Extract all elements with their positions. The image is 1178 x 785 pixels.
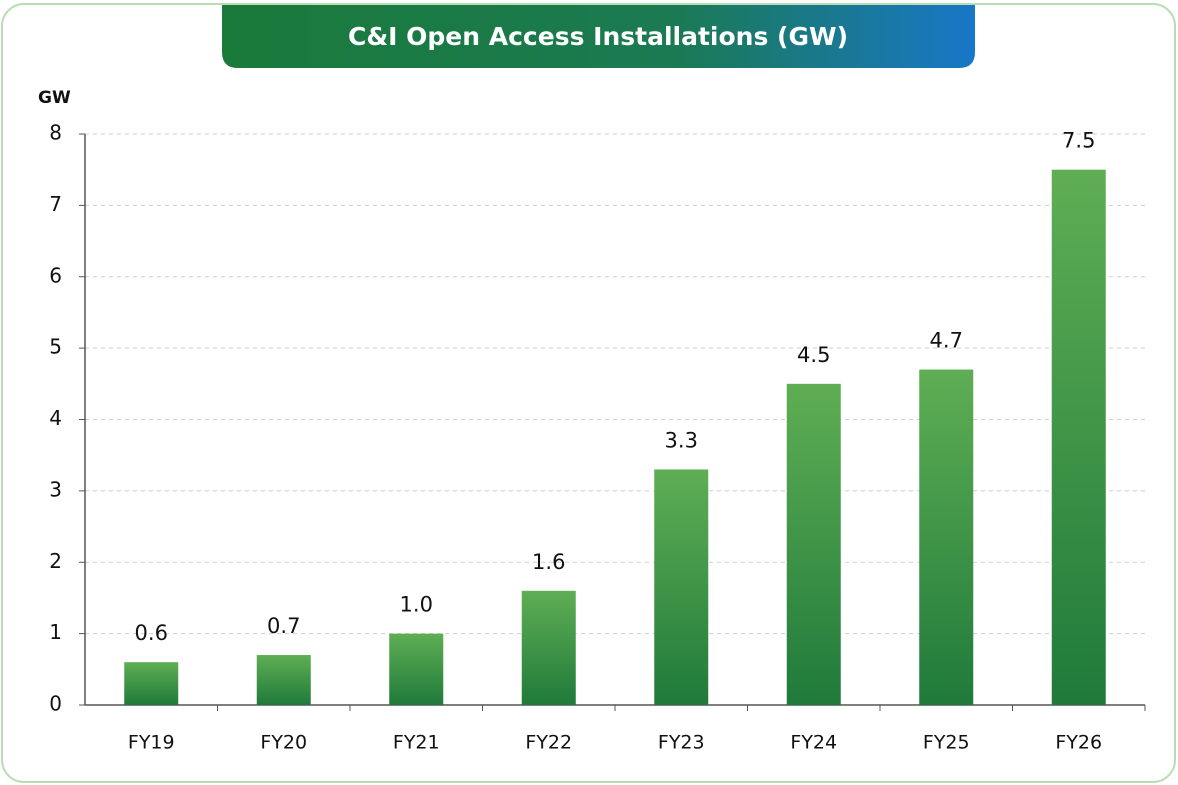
bar <box>654 469 709 705</box>
bar <box>256 655 311 705</box>
y-tick-label: 8 <box>49 121 62 145</box>
x-tick-label: FY19 <box>128 732 175 754</box>
y-tick-label: 4 <box>49 406 62 430</box>
y-axis-label: GW <box>38 88 71 108</box>
y-tick-label: 5 <box>49 335 62 359</box>
value-label: 3.3 <box>665 428 698 452</box>
x-tick-label: FY26 <box>1055 732 1102 754</box>
title-banner <box>222 5 975 68</box>
value-label: 1.0 <box>400 593 433 617</box>
y-tick-label: 3 <box>49 477 62 501</box>
bar <box>1051 169 1106 705</box>
y-tick-label: 2 <box>49 549 62 573</box>
x-tick-label: FY21 <box>393 732 440 754</box>
x-tick-label: FY23 <box>658 732 705 754</box>
value-label: 0.6 <box>135 621 168 645</box>
bar <box>786 383 841 705</box>
y-tick-label: 0 <box>49 692 62 716</box>
x-tick-label: FY25 <box>923 732 970 754</box>
y-tick-label: 6 <box>49 263 62 287</box>
y-tick-label: 1 <box>49 620 62 644</box>
frame <box>1 3 1176 783</box>
chart-title: C&I Open Access Installations (GW) <box>348 22 848 51</box>
bar <box>521 590 576 705</box>
value-label: 4.5 <box>797 343 830 367</box>
y-tick-label: 7 <box>49 192 62 216</box>
bar <box>124 662 179 705</box>
value-label: 1.6 <box>532 550 565 574</box>
x-tick-label: FY20 <box>260 732 307 754</box>
value-label: 0.7 <box>267 614 300 638</box>
bar <box>919 369 974 705</box>
x-tick-label: FY22 <box>525 732 572 754</box>
value-label: 4.7 <box>930 329 963 353</box>
x-tick-label: FY24 <box>790 732 837 754</box>
value-label: 7.5 <box>1062 129 1095 153</box>
bar <box>389 633 444 705</box>
